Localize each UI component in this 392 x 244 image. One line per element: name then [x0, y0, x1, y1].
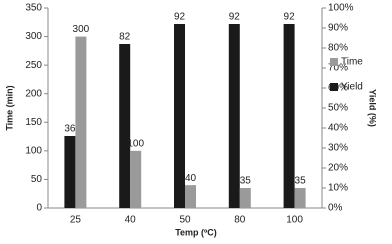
bar: [75, 36, 87, 209]
legend-swatch: [330, 83, 338, 91]
y2-tick-label: 50%: [328, 103, 348, 114]
y2-tick-label: 10%: [328, 183, 348, 194]
data-label: 82: [119, 32, 131, 43]
x-tick-label: 50: [179, 215, 191, 226]
data-label: 40: [185, 173, 197, 184]
x-tick-label: 80: [234, 215, 246, 226]
legend-label: Time: [341, 57, 363, 68]
data-label: 92: [229, 12, 241, 23]
bar: [174, 24, 185, 208]
y-tick-label: 50: [31, 174, 43, 185]
bar: [239, 188, 251, 208]
x-tick-label: 100: [286, 215, 303, 226]
data-label: 100: [127, 138, 144, 149]
x-axis-title: Temp (ºC): [175, 227, 217, 237]
y-tick-label: 0: [36, 203, 42, 214]
y-tick-label: 300: [25, 31, 42, 42]
bar: [119, 44, 131, 208]
y2-tick-label: 20%: [328, 163, 348, 174]
y2-tick-label: 90%: [328, 23, 348, 34]
y-tick-label: 100: [25, 145, 42, 156]
data-label: 92: [284, 12, 296, 23]
y-axis-title: Time (min): [4, 85, 14, 130]
bar: [185, 185, 196, 208]
y-tick-label: 250: [25, 60, 42, 71]
data-label: 35: [240, 176, 252, 187]
data-label: 92: [174, 12, 186, 23]
y2-tick-label: 40%: [328, 123, 348, 134]
data-label: 35: [295, 176, 307, 187]
bar: [294, 188, 306, 208]
y2-tick-label: 30%: [328, 143, 348, 154]
y2-tick-label: 80%: [328, 43, 348, 54]
y2-tick-label: 0%: [328, 203, 343, 214]
y2-tick-label: 60%: [328, 83, 348, 94]
y-tick-label: 200: [25, 88, 42, 99]
y-tick-label: 150: [25, 117, 42, 128]
bar: [283, 24, 295, 208]
y2-tick-label: 100%: [328, 3, 354, 14]
bar: [130, 150, 142, 208]
y2-tick-label: 70%: [328, 63, 348, 74]
legend-swatch: [330, 58, 338, 66]
legend-label: Yield: [341, 82, 363, 93]
x-tick-label: 40: [125, 215, 137, 226]
bar: [64, 136, 76, 208]
y2-axis-title: Yield (%): [368, 89, 378, 127]
data-label: 36: [64, 124, 76, 135]
data-label: 300: [73, 24, 90, 35]
y-tick-label: 350: [25, 3, 42, 14]
x-tick-label: 25: [70, 215, 82, 226]
bar: [228, 24, 240, 208]
